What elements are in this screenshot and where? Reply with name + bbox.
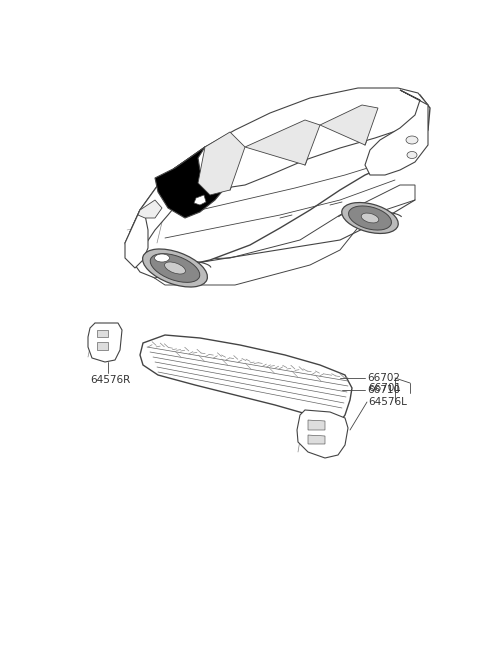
Polygon shape — [130, 90, 430, 268]
Polygon shape — [130, 147, 210, 245]
Ellipse shape — [361, 213, 379, 223]
Polygon shape — [97, 342, 108, 350]
Polygon shape — [297, 410, 348, 458]
Ellipse shape — [155, 254, 169, 262]
Polygon shape — [155, 147, 225, 218]
Text: 66702: 66702 — [367, 373, 400, 383]
Polygon shape — [97, 330, 108, 337]
Polygon shape — [198, 132, 245, 195]
Ellipse shape — [150, 253, 200, 282]
Polygon shape — [308, 435, 325, 444]
Polygon shape — [125, 210, 148, 268]
Polygon shape — [320, 105, 378, 145]
Text: 64576R: 64576R — [90, 375, 130, 385]
Text: 66701: 66701 — [368, 383, 401, 393]
Polygon shape — [88, 323, 122, 362]
Ellipse shape — [342, 202, 398, 233]
Polygon shape — [138, 200, 162, 218]
Text: 66710: 66710 — [367, 385, 400, 395]
Ellipse shape — [348, 206, 392, 230]
Text: 64576L: 64576L — [368, 397, 407, 407]
Polygon shape — [308, 420, 325, 430]
Polygon shape — [198, 88, 428, 188]
Polygon shape — [194, 195, 206, 205]
Ellipse shape — [143, 249, 207, 287]
Polygon shape — [365, 90, 428, 175]
Polygon shape — [245, 120, 320, 165]
Polygon shape — [140, 335, 352, 422]
Ellipse shape — [406, 136, 418, 144]
Ellipse shape — [165, 262, 185, 274]
Polygon shape — [135, 185, 415, 285]
Polygon shape — [125, 232, 165, 278]
Ellipse shape — [407, 151, 417, 159]
